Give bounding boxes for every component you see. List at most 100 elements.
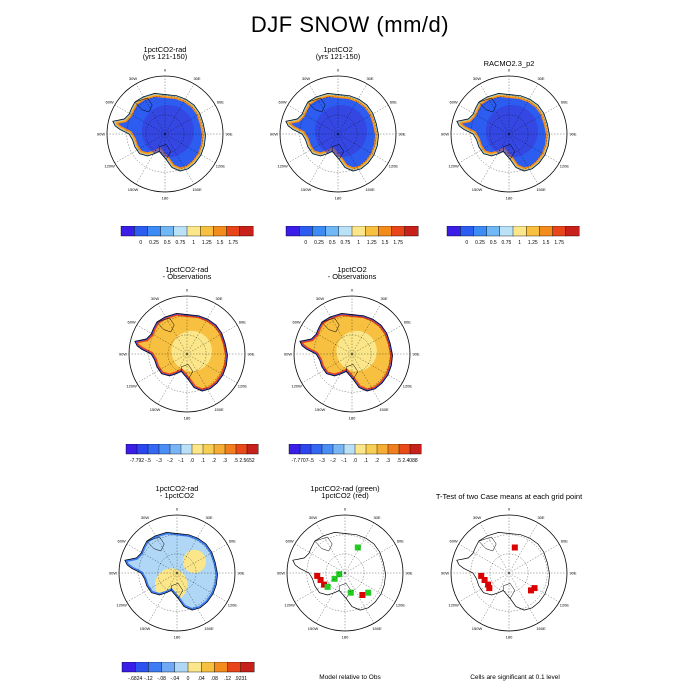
colorbar-swatch — [552, 226, 567, 237]
longitude-label: 90E — [398, 132, 405, 137]
longitude-label: 0 — [186, 288, 189, 293]
longitude-label: 30E — [366, 76, 373, 81]
colorbar-label: .3 — [386, 458, 390, 464]
longitude-label: 120E — [560, 164, 570, 169]
colorbar-label: .12 — [224, 676, 231, 682]
colorbar-swatch — [325, 226, 340, 237]
panel-title-line2: - 1pctCO2 — [159, 491, 195, 500]
colorbar-label: 1.25 — [367, 240, 377, 246]
longitude-label: 120E — [403, 384, 413, 389]
colorbar-label: -.2 — [167, 458, 173, 464]
colorbar-label: 1.75 — [554, 240, 564, 246]
colorbar-swatch — [387, 444, 400, 455]
longitude-label: 180 — [162, 196, 169, 201]
colorbar-swatch — [299, 444, 312, 455]
longitude-label: 0 — [344, 507, 347, 512]
colorbar-swatch — [187, 662, 202, 673]
longitude-label: 120E — [396, 603, 406, 608]
longitude-label: 60W — [292, 320, 300, 325]
longitude-label: 150E — [536, 626, 546, 631]
longitude-label: 60E — [404, 320, 411, 325]
longitude-label: 30W — [473, 515, 481, 520]
colorbar-label: .1 — [364, 458, 368, 464]
longitude-label: 30W — [473, 76, 481, 81]
panel-title-line2: (yrs 121-150) — [315, 52, 361, 61]
panel-racmo: RACMO2.3_p2 0 30E 60E 90E 120E 150E 180 150W 120… — [439, 46, 579, 206]
longitude-label: 90W — [277, 571, 285, 576]
panel-1pctco2-rad: 1pctCO2-rad (yrs 121-150) 0 30E 60E 90E 120E… — [95, 46, 235, 206]
colorbar-swatch — [147, 444, 160, 455]
polar-map: 0 30E 60E 90E 120E 150E 180 150W 120W 90W 60W 30W — [277, 507, 413, 640]
longitude-label: 120E — [560, 603, 570, 608]
polar-map: 0 30E 60E 90E 120E 150E 180 150W 120W 90W 60W 30W — [284, 288, 420, 421]
colorbar-label: 1.75 — [393, 240, 403, 246]
colorbar-swatch — [160, 226, 175, 237]
colorbar-swatch — [404, 226, 419, 237]
panel-title-line1: 1pctCO2-rad (green) — [310, 484, 380, 493]
longitude-label: 0 — [351, 288, 354, 293]
longitude-label: 90W — [109, 571, 117, 576]
colorbar-label: .04 — [198, 676, 205, 682]
longitude-label: 150E — [365, 187, 375, 192]
colorbar-swatch — [180, 444, 193, 455]
longitude-label: 150E — [536, 187, 546, 192]
longitude-label: 60W — [285, 539, 293, 544]
page-title: DJF SNOW (mm/d) — [250, 12, 450, 37]
colorbar-label: 2.4088 — [402, 458, 418, 464]
longitude-label: 30W — [141, 515, 149, 520]
longitude-label: 90E — [405, 571, 412, 576]
longitude-label: 60W — [449, 100, 457, 105]
colorbar-label: 1.5 — [382, 240, 389, 246]
longitude-label: 150W — [128, 187, 139, 192]
colorbar-swatch — [173, 226, 188, 237]
longitude-label: 30E — [193, 76, 200, 81]
longitude-label: 60E — [397, 539, 404, 544]
colorbar-label: -.5 — [308, 458, 314, 464]
colorbar-swatch — [310, 444, 323, 455]
colorbar-label: -.6824 — [128, 676, 142, 682]
colorbar-swatch — [158, 444, 171, 455]
colorbar-label: 0 — [465, 240, 468, 246]
colorbar-label: .1 — [201, 458, 205, 464]
polar-map: 0 30E 60E 90E 120E 150E 180 150W 120W 90W 60W 30W — [109, 507, 245, 640]
colorbar-label: -7.792 — [130, 458, 144, 464]
longitude-label: 60E — [390, 100, 397, 105]
colorbar-swatch — [148, 662, 162, 673]
longitude-label: 30W — [151, 296, 159, 301]
longitude-label: 60E — [239, 320, 246, 325]
colorbar-label: 0.25 — [475, 240, 485, 246]
longitude-label: 60E — [561, 100, 568, 105]
longitude-label: 150W — [140, 626, 151, 631]
colorbar-label: .08 — [211, 676, 218, 682]
colorbar-swatch — [235, 444, 248, 455]
longitude-label: 120W — [284, 603, 295, 608]
polar-map: 0 30E 60E 90E 120E 150E 180 150W 120W 90W 60W 30W — [441, 507, 577, 640]
colorbar-swatch — [378, 226, 393, 237]
colorbar-swatch — [299, 226, 313, 237]
panel-title-line2: (yrs 121-150) — [142, 52, 188, 61]
colorbar-swatch — [174, 662, 189, 673]
colorbar-swatch — [565, 226, 580, 237]
colorbar-swatch — [343, 444, 356, 455]
longitude-label: 90W — [119, 352, 127, 357]
colorbar-swatch — [288, 444, 301, 455]
colorbar-swatch — [200, 662, 215, 673]
colorbar-swatch — [376, 444, 389, 455]
panel-model-points: 1pctCO2-rad (green) 1pctCO2 (red) 0 30E 60… — [275, 485, 415, 645]
colorbar-swatch — [246, 444, 259, 455]
colorbar-label: -.1 — [178, 458, 184, 464]
longitude-label: 30W — [316, 296, 324, 301]
colorbar-swatch — [364, 226, 379, 237]
colorbar: 0 0.25 0.5 0.75 1 1.25 1.5 1.75 — [285, 226, 419, 246]
colorbar-label: .0 — [353, 458, 357, 464]
panel-title-line1: T-Test of two Case means at each grid po… — [435, 492, 583, 501]
longitude-label: 60E — [561, 539, 568, 544]
longitude-label: 60W — [105, 100, 113, 105]
longitude-label: 60W — [449, 539, 457, 544]
panel-1pctco2-minus-obs: 1pctCO2 - Observations 0 30E 60E 90E 120E 150… — [282, 266, 422, 426]
colorbar: 0 0.25 0.5 0.75 1 1.25 1.5 1.75 — [446, 226, 580, 246]
colorbar-label: 1.25 — [202, 240, 212, 246]
longitude-label: 0 — [337, 68, 340, 73]
longitude-label: 150W — [150, 407, 161, 412]
longitude-label: 180 — [506, 196, 513, 201]
